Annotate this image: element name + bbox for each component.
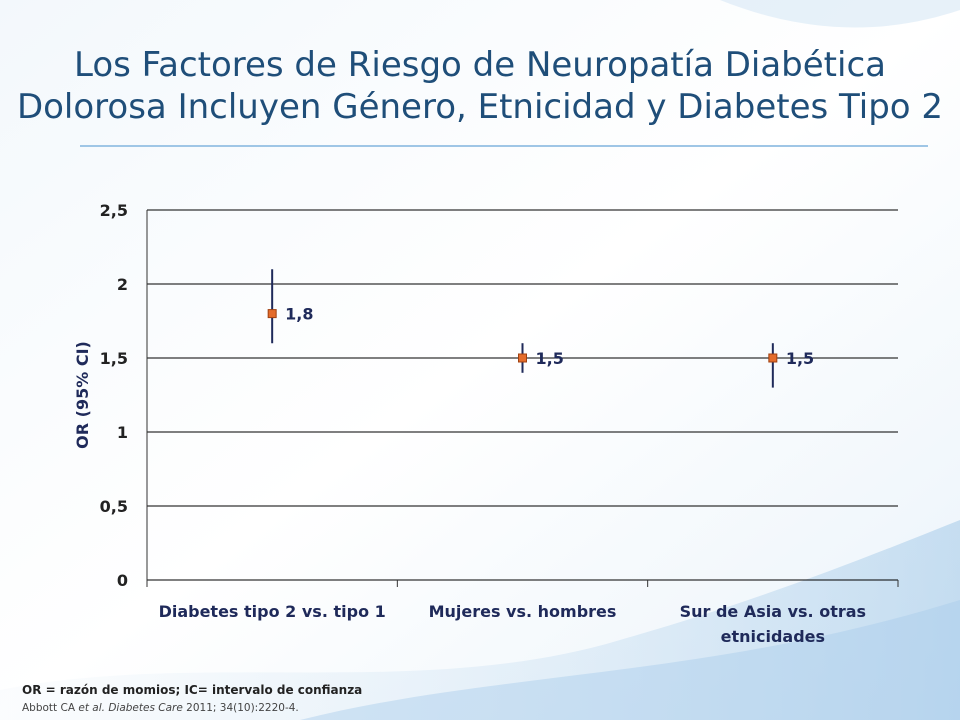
y-tick-label: 2,5 <box>100 201 128 220</box>
citation-authors: Abbott CA <box>22 702 76 714</box>
abbreviation-footnote: OR = razón de momios; IC= intervalo de c… <box>22 683 363 697</box>
y-tick-label: 0,5 <box>100 497 128 516</box>
slide-title: Los Factores de Riesgo de Neuropatía Dia… <box>0 44 960 128</box>
y-tick-label: 1 <box>117 423 128 442</box>
reference-citation: Abbott CA et al. Diabetes Care 2011; 34(… <box>22 702 299 714</box>
data-label: 1,5 <box>536 349 564 368</box>
title-divider <box>80 145 928 147</box>
data-point-marker <box>518 353 527 363</box>
citation-details: 2011; 34(10):2220-4. <box>186 702 299 714</box>
data-label: 1,5 <box>786 349 814 368</box>
x-category-label: Mujeres vs. hombres <box>429 602 617 621</box>
data-point-marker <box>768 353 778 363</box>
y-tick-label: 2 <box>117 275 128 294</box>
y-tick-label: 0 <box>117 571 128 590</box>
slide-title-line-2: Dolorosa Incluyen Género, Etnicidad y Di… <box>16 87 944 127</box>
data-point-marker <box>267 309 277 319</box>
data-label: 1,8 <box>285 305 313 324</box>
y-tick-label: 1,5 <box>100 349 128 368</box>
citation-journal: Diabetes Care <box>108 702 183 714</box>
x-category-label: Diabetes tipo 2 vs. tipo 1 <box>159 602 386 621</box>
x-category-label: Sur de Asia vs. otras <box>680 602 866 621</box>
x-category-label: etnicidades <box>721 627 825 646</box>
y-axis-title: OR (95% CI) <box>73 341 92 449</box>
slide-title-line-1: Los Factores de Riesgo de Neuropatía Dia… <box>74 45 886 85</box>
citation-et-al: et al. <box>78 702 105 714</box>
